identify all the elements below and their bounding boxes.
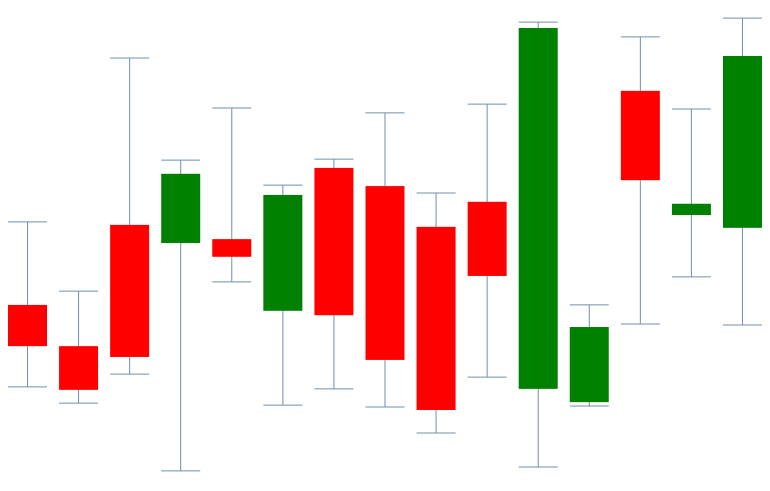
candle (263, 184, 303, 406)
candle-body-down (212, 239, 252, 257)
candle (365, 112, 405, 408)
candle (518, 21, 558, 468)
candle (110, 57, 150, 375)
candle-body-up (671, 203, 711, 216)
candle (59, 290, 99, 404)
candle-body-down (110, 224, 150, 357)
candle-body-down (8, 304, 47, 347)
candle-body-up (722, 55, 762, 228)
candle (671, 108, 711, 278)
candle-body-down (59, 346, 99, 390)
candle (467, 103, 507, 378)
candle (8, 221, 47, 388)
candle (161, 159, 201, 472)
candle-body-down (365, 186, 405, 360)
candle-body-up (263, 194, 303, 311)
candle-body-up (518, 27, 558, 389)
candle (722, 17, 762, 326)
candle-body-down (314, 167, 354, 316)
candle (569, 304, 609, 407)
candle (314, 158, 354, 390)
candle-body-down (620, 90, 660, 181)
candle (620, 36, 660, 325)
candle (416, 192, 456, 434)
candle-body-up (161, 173, 201, 244)
candle (212, 107, 252, 283)
candle-body-down (467, 201, 507, 276)
candle-body-down (416, 226, 456, 410)
candle-body-up (569, 327, 609, 403)
